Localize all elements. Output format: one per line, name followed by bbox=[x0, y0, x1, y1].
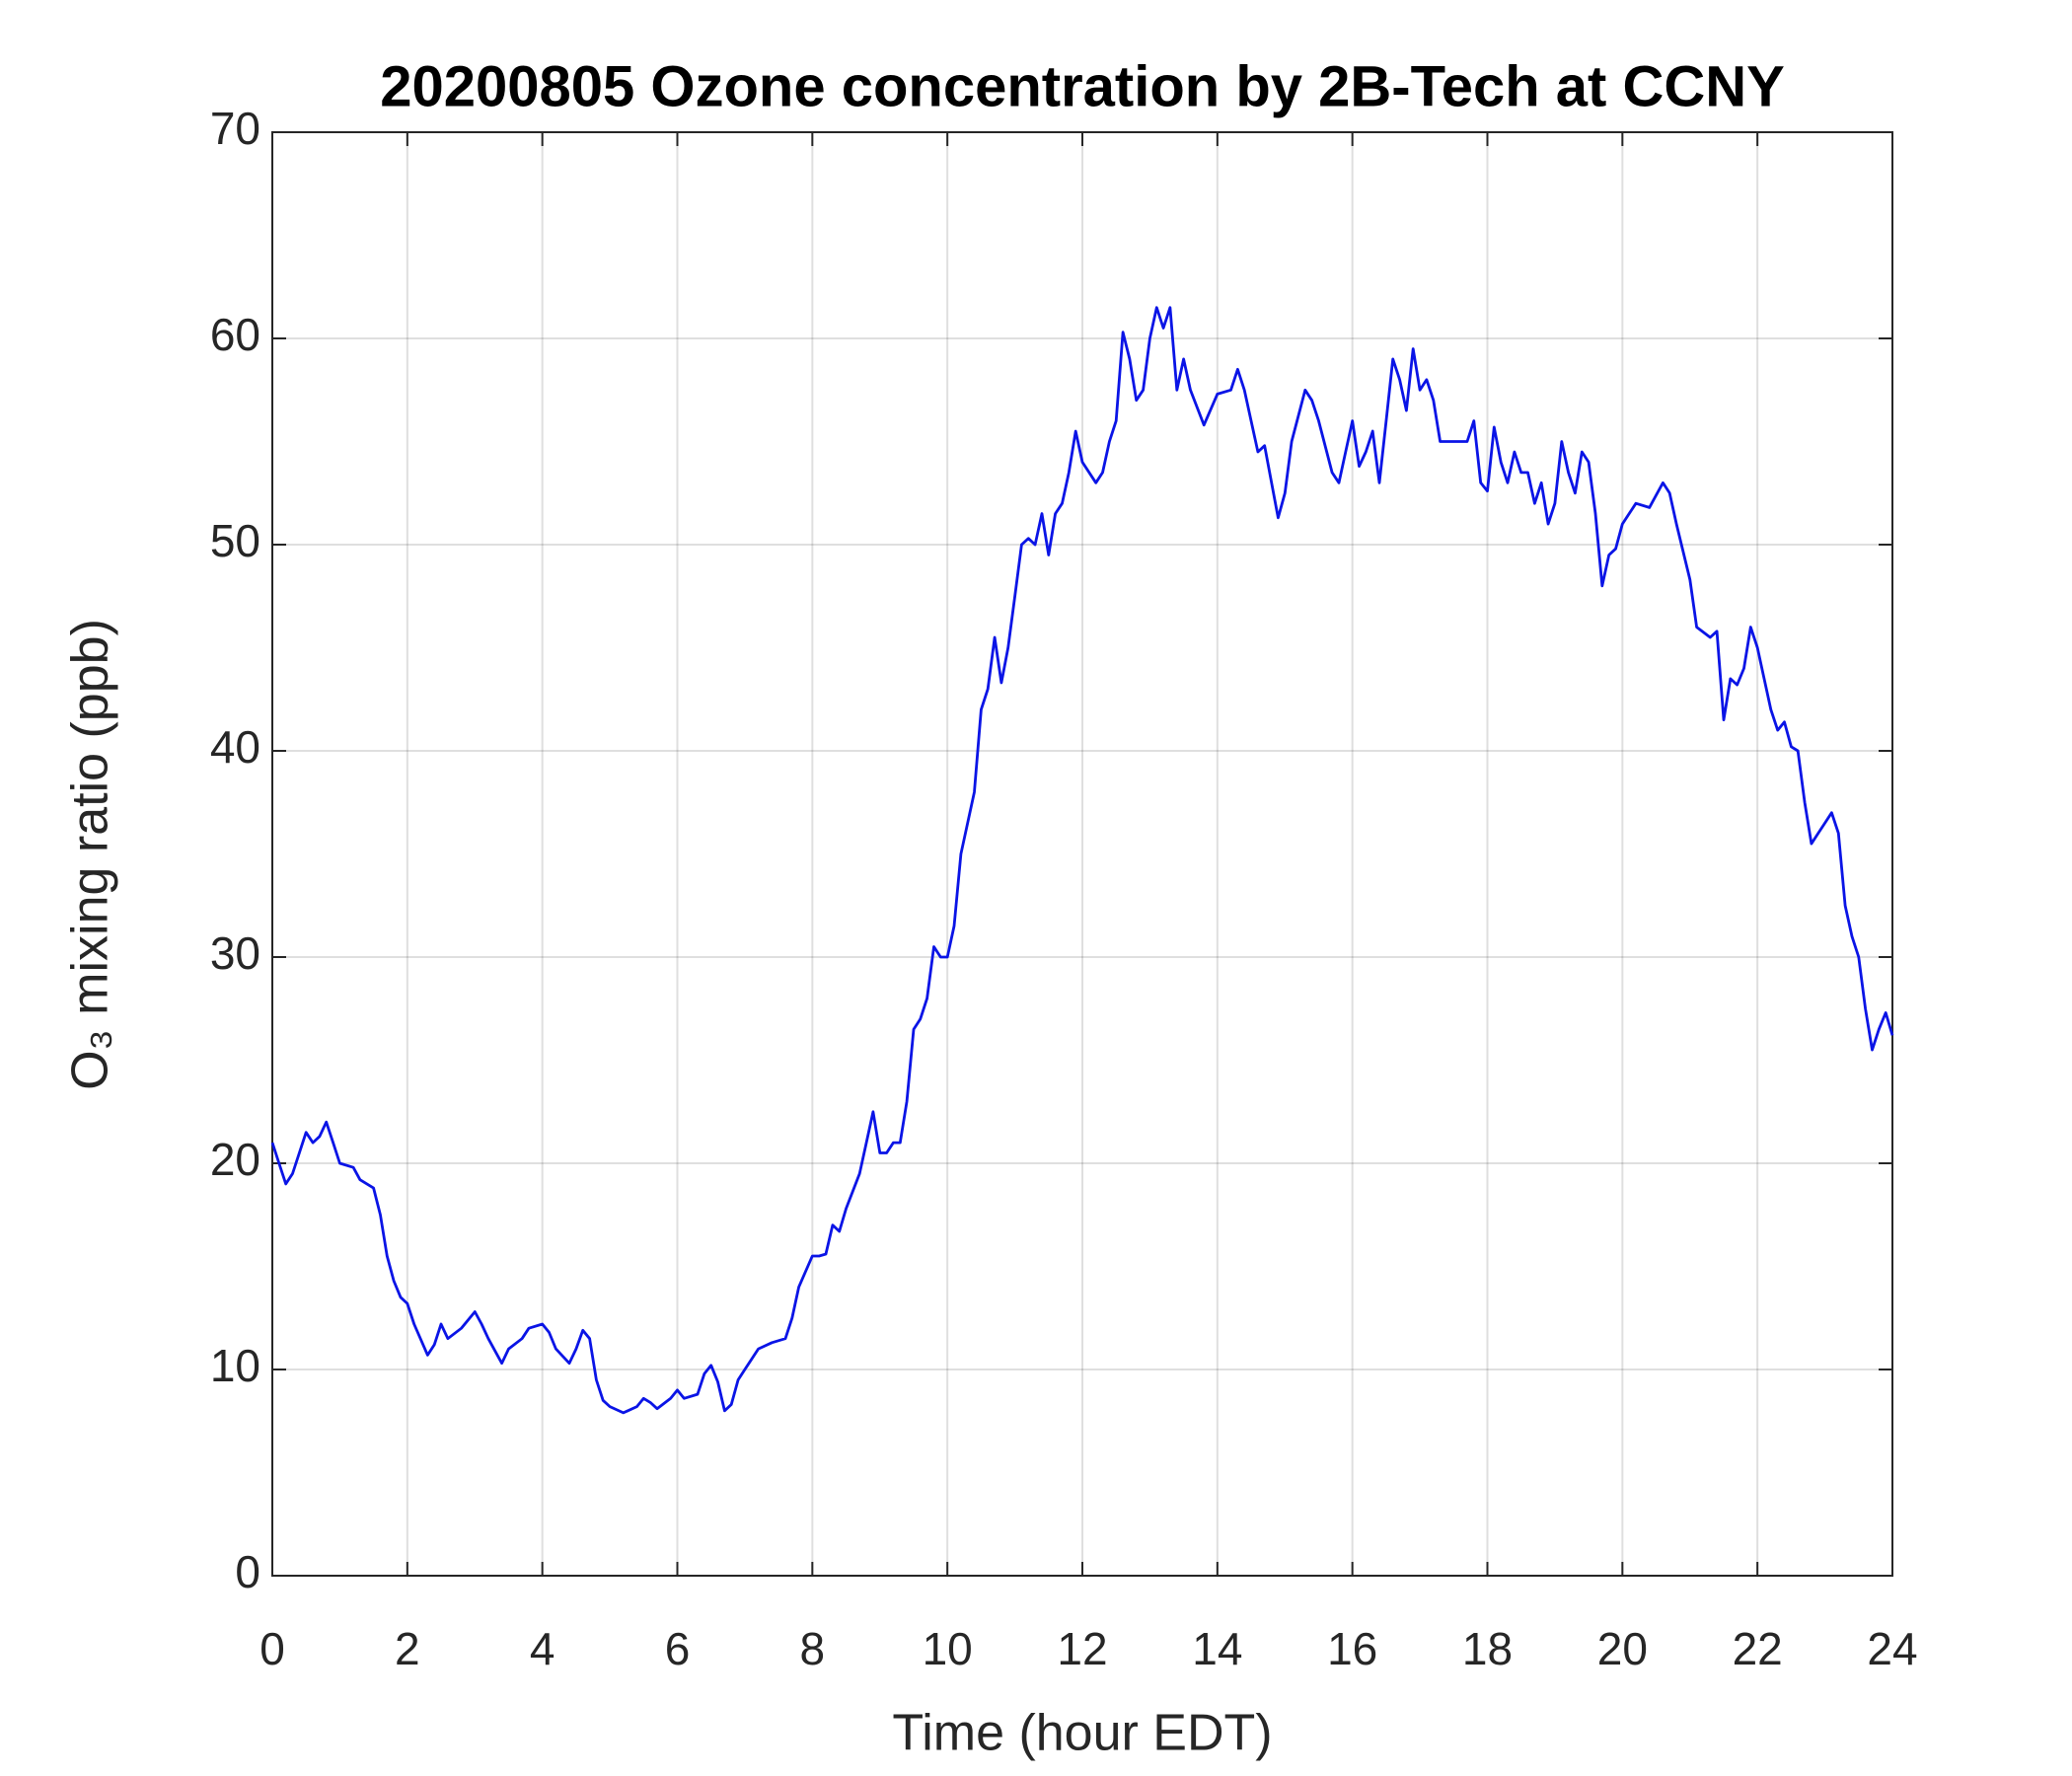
y-tick-label: 20 bbox=[210, 1134, 260, 1185]
x-tick-label: 4 bbox=[530, 1623, 555, 1674]
x-tick-label: 0 bbox=[259, 1623, 285, 1674]
y-tick-label: 40 bbox=[210, 721, 260, 773]
x-tick-label: 16 bbox=[1327, 1623, 1377, 1674]
x-tick-label: 8 bbox=[800, 1623, 826, 1674]
y-tick-label: 0 bbox=[235, 1546, 260, 1597]
y-tick-label: 60 bbox=[210, 309, 260, 360]
x-tick-label: 14 bbox=[1192, 1623, 1242, 1674]
y-tick-label: 50 bbox=[210, 515, 260, 566]
x-tick-label: 18 bbox=[1462, 1623, 1513, 1674]
y-tick-label: 30 bbox=[210, 927, 260, 979]
x-axis-label: Time (hour EDT) bbox=[892, 1705, 1272, 1762]
axes-box bbox=[271, 131, 1893, 1577]
x-tick-label: 22 bbox=[1733, 1623, 1783, 1674]
x-tick-label: 6 bbox=[665, 1623, 691, 1674]
chart-title: 20200805 Ozone concentration by 2B-Tech … bbox=[380, 54, 1785, 118]
y-axis-label: O₃ mixing ratio (ppb) bbox=[62, 619, 119, 1090]
y-tick-label: 10 bbox=[210, 1340, 260, 1391]
y-tick-label: 70 bbox=[210, 103, 260, 154]
x-tick-label: 12 bbox=[1057, 1623, 1107, 1674]
x-tick-label: 20 bbox=[1597, 1623, 1648, 1674]
x-tick-label: 2 bbox=[395, 1623, 420, 1674]
data-line bbox=[270, 306, 1894, 1415]
x-tick-label: 10 bbox=[923, 1623, 973, 1674]
x-tick-label: 24 bbox=[1867, 1623, 1917, 1674]
